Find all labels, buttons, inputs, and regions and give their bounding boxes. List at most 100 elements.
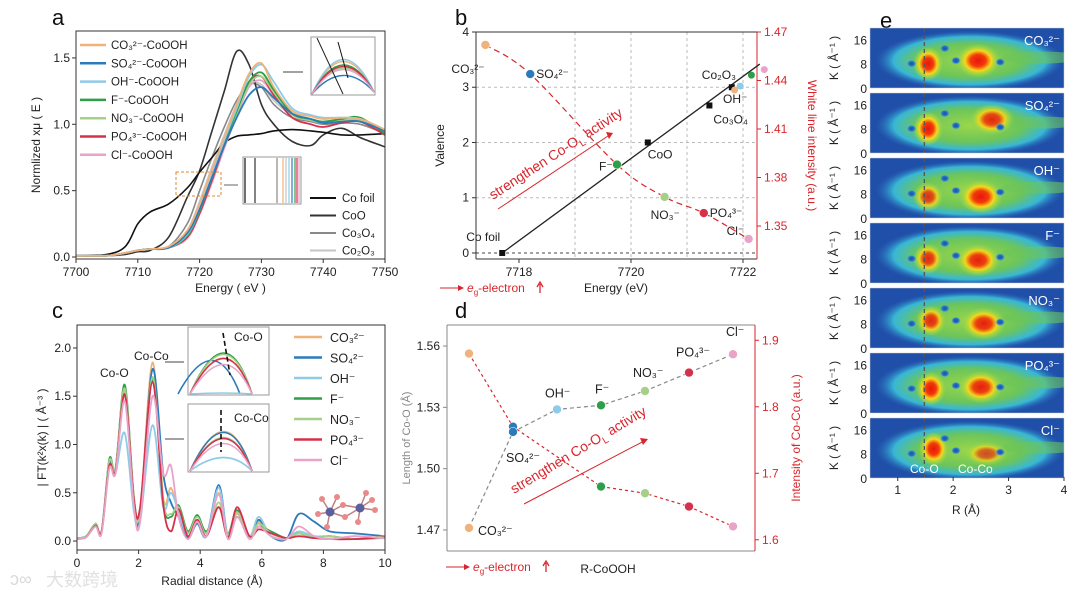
y-tick-label: 0.5	[53, 184, 70, 198]
watermark-icon: ↄ∞	[10, 569, 32, 589]
inset-curve	[189, 437, 253, 472]
y-tick-label: 8	[860, 253, 867, 267]
legend-item: CO₃²⁻	[294, 331, 365, 345]
x-tick-label: 8	[320, 556, 327, 570]
legend-item: PO₄³⁻-CoOOH	[80, 132, 187, 144]
reference-label: Co foil	[466, 230, 500, 244]
legend-item: NO₃⁻-CoOOH	[80, 113, 184, 125]
panel-label: d	[455, 298, 467, 323]
inset-curve	[189, 363, 253, 395]
sample-point	[612, 159, 622, 170]
map-minimum	[906, 384, 917, 393]
map-hotspot	[915, 371, 946, 406]
map-tail	[1001, 441, 1064, 454]
category-label: CO₃²⁻	[478, 524, 513, 538]
wavelet-map: F⁻ 0 8 16 K ( Å⁻¹ )	[826, 222, 1065, 291]
y-tick-label: 0	[860, 277, 867, 291]
map-frame	[869, 222, 1065, 284]
map-hotspot	[958, 370, 1003, 404]
map-minimum	[939, 174, 950, 183]
annotation-subscript: L	[601, 434, 612, 447]
legend-label: OH⁻-CoOOH	[111, 77, 179, 89]
map-minimum	[950, 186, 961, 195]
map-label: PO₄³⁻	[1025, 358, 1060, 373]
sample-label: F⁻	[599, 160, 613, 174]
y-tick-label: 16	[854, 358, 868, 372]
sample-valence-point	[760, 66, 768, 74]
map-frame	[869, 157, 1065, 219]
legend-item: NO₃⁻	[294, 413, 360, 427]
y-tick-label: 8	[860, 188, 867, 202]
y-tick-label: 16	[854, 98, 868, 112]
map-tail	[1001, 246, 1064, 259]
y-tick-label: 0	[860, 147, 867, 161]
panel-b-valence-chart: 7718 7720 7722 0 1 2 3 4 1.35 1.38 1.41 1.44 1.47 Ene…	[433, 25, 819, 297]
y-tick-label: 3	[462, 80, 469, 94]
map-tail	[1001, 311, 1064, 324]
sample-valence-point	[747, 71, 755, 79]
sample-label: PO₄³⁻	[710, 206, 743, 220]
y-tick-label: 4	[462, 25, 469, 39]
series-line	[76, 82, 385, 257]
map-hotspot	[969, 104, 1014, 135]
y-axis-title: Valence	[433, 124, 447, 167]
sample-point	[480, 40, 491, 50]
y-tick-label: 0	[860, 407, 867, 421]
y-tick-label: 8	[860, 448, 867, 462]
arrowhead-icon	[640, 438, 648, 445]
map-hotspot	[961, 307, 1006, 340]
category-label: SO₄²⁻	[506, 451, 540, 465]
map-minimum	[995, 318, 1006, 327]
length-point	[728, 349, 738, 360]
panel-label: b	[455, 5, 467, 30]
y-tick-label: 0.0	[53, 250, 70, 264]
fit-line	[501, 63, 761, 254]
series-line	[77, 395, 385, 541]
x-axis-title: Energy (eV)	[584, 281, 648, 295]
y-tick-label: 0	[860, 472, 867, 486]
y-tick-label: 1.0	[54, 437, 71, 451]
map-minimum	[906, 319, 917, 328]
map-tail	[1001, 181, 1064, 194]
eg-electron-note: eg-electron	[440, 280, 544, 297]
map-label: SO₄²⁻	[1025, 98, 1060, 113]
sample-label: CO₃²⁻	[451, 62, 484, 76]
sample-label: SO₄²⁻	[536, 67, 569, 81]
map-minimum	[950, 381, 961, 390]
map-minimum	[939, 434, 950, 443]
length-point	[508, 427, 518, 437]
y-tick-label: 0	[860, 82, 867, 96]
inset-curve	[189, 392, 253, 395]
map-hotspot	[956, 43, 1001, 78]
y2-tick-label: 1.7	[762, 466, 779, 480]
legend-label: Co₃O₄	[342, 228, 375, 240]
legend-item: CO₃²⁻-CoOOH	[80, 40, 188, 52]
legend-label: PO₄³⁻	[330, 434, 364, 448]
sample-point	[699, 208, 709, 218]
sample-valence-point	[731, 86, 739, 94]
sample-point	[659, 192, 670, 202]
y2-tick-label: 1.35	[764, 219, 788, 233]
panel-e-wavelet-maps: CO₃²⁻ 0 8 16 K ( Å⁻¹ ) SO₄²⁻ 0 8 16 K ( Å⁻¹ ) OH⁻ 0…	[826, 27, 1068, 517]
oxygen-atom	[372, 507, 378, 513]
oxygen-atom	[355, 519, 361, 525]
x-tick-label: 2	[135, 556, 142, 570]
map-minimum	[906, 254, 917, 263]
sample-label: Cl⁻	[727, 224, 745, 238]
annotation-text: strengthen Co-OL activity	[486, 104, 627, 206]
series-line	[76, 128, 385, 257]
annotation-main: strengthen Co-O	[486, 133, 582, 203]
legend-item: OH⁻-CoOOH	[80, 77, 179, 89]
map-frame	[869, 287, 1065, 349]
legend-item: CoO	[310, 211, 366, 223]
legend-item: Co₃O₄	[310, 228, 375, 240]
intensity-point	[728, 521, 738, 532]
y-tick-label: 0.0	[54, 534, 71, 548]
map-minimum	[995, 253, 1006, 262]
oxygen-atom	[319, 496, 325, 502]
map-minimum	[995, 188, 1006, 197]
wavelet-map: PO₄³⁻ 0 8 16 K ( Å⁻¹ )	[826, 352, 1065, 421]
category-label: PO₄³⁻	[676, 346, 710, 360]
y-axis-title: K ( Å⁻¹ )	[826, 166, 841, 210]
